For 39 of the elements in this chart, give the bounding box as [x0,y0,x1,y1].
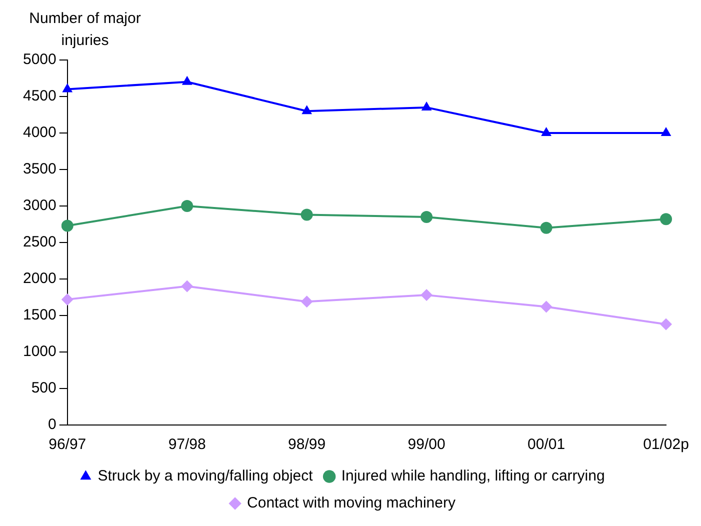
legend-label: Injured while handling, lifting or carrying [341,468,605,485]
point [182,76,192,85]
y-tick-label: 4000 [22,124,56,142]
x-tick-label: 00/01 [528,436,566,454]
point [61,293,74,306]
point [660,213,672,226]
point [421,101,432,110]
point [61,220,74,232]
point [181,200,194,212]
point [420,210,433,223]
legend-label: Struck by a moving/falling object [98,468,314,485]
point [300,208,313,221]
x-tick-label: 98/99 [288,436,326,454]
point [541,127,552,136]
point [62,83,73,92]
y-tick-label: 3000 [22,197,56,214]
x-tick-label: 97/98 [168,436,206,454]
y-tick-label: 5000 [22,51,56,68]
x-tick-label: 99/00 [408,436,446,454]
x-tick-label: 96/97 [48,436,86,454]
y-tick-label: 1500 [22,306,56,324]
legend-label: Contact with moving machinery [247,494,456,512]
point [300,296,313,308]
point [302,105,312,114]
point [660,318,672,330]
y-tick-label: 500 [31,380,56,397]
point [660,127,672,136]
point [420,289,433,302]
y-tick-label: 0 [48,416,56,434]
point [181,280,194,292]
y-tick-label: 4500 [22,88,56,105]
y-tick-label: 3500 [22,160,56,178]
y-tick-label: 2500 [22,234,56,251]
point [540,300,552,313]
y-tick-label: 1000 [22,343,56,360]
point [540,222,552,234]
y-tick-label: 2000 [22,270,56,288]
y-axis-title: Number of major injuries [28,9,142,51]
x-tick-label: 01/02p [643,436,689,454]
